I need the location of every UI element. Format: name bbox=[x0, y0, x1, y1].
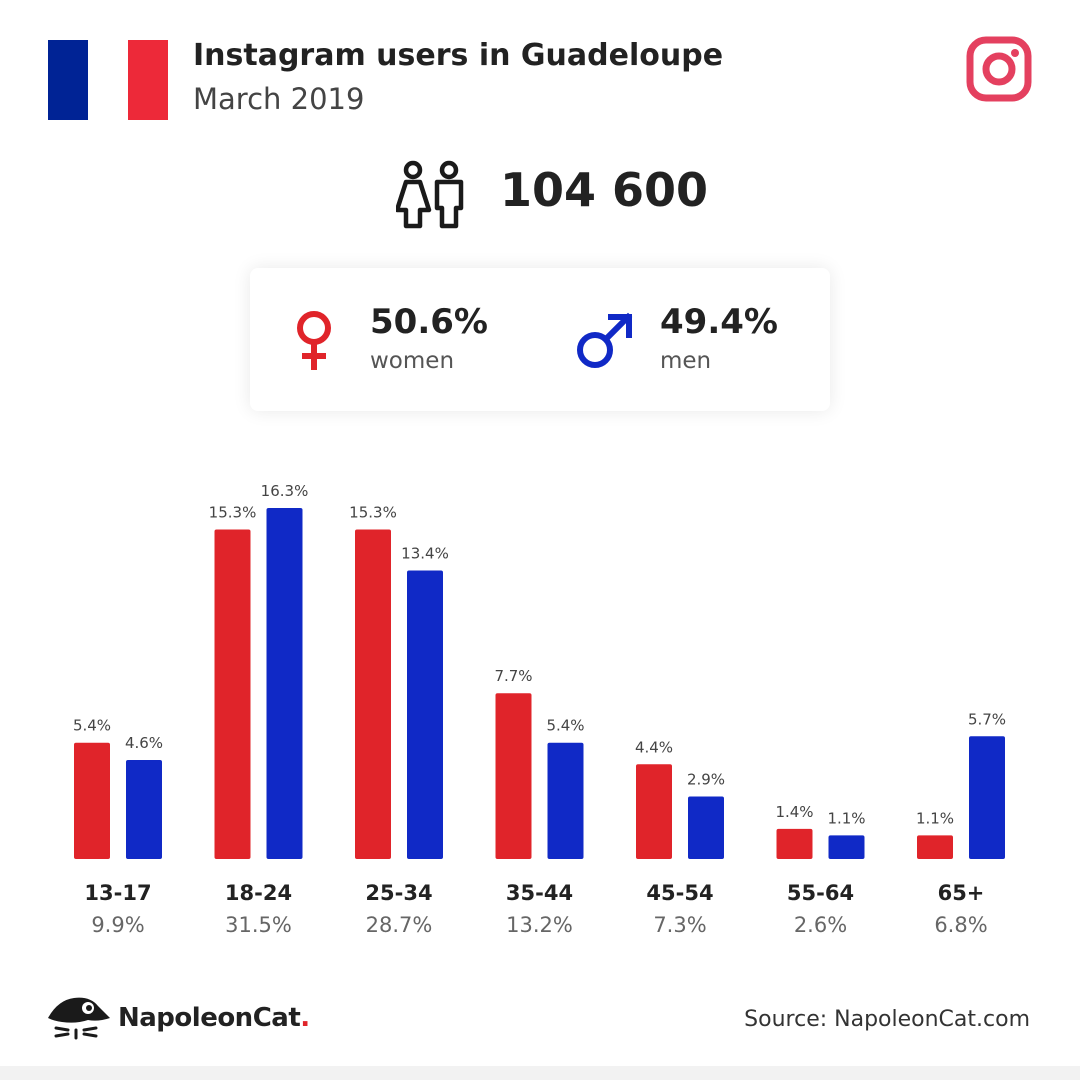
bar-value-label: 4.6% bbox=[125, 734, 163, 752]
category-total-label: 6.8% bbox=[934, 913, 987, 937]
bar-45-54-s1 bbox=[688, 796, 724, 859]
bar-65+-s0 bbox=[917, 835, 953, 859]
instagram-icon bbox=[966, 36, 1032, 102]
category-label: 35-44 bbox=[506, 881, 573, 905]
category-label: 18-24 bbox=[225, 881, 292, 905]
bar-55-64-s1 bbox=[828, 835, 865, 859]
bar-25-34-s0 bbox=[355, 529, 391, 859]
category-total-label: 28.7% bbox=[366, 913, 433, 937]
men-percentage: 49.4% bbox=[660, 302, 778, 342]
page-subtitle: March 2019 bbox=[193, 82, 365, 116]
page-title: Instagram users in Guadeloupe bbox=[193, 38, 724, 73]
bar-value-label: 7.7% bbox=[494, 667, 532, 685]
bar-55-64-s0 bbox=[776, 828, 813, 859]
bar-value-label: 15.3% bbox=[209, 504, 257, 522]
category-label: 13-17 bbox=[84, 881, 151, 905]
category-total-label: 2.6% bbox=[794, 913, 847, 937]
female-icon bbox=[297, 311, 331, 370]
women-label: women bbox=[370, 348, 455, 374]
bar-18-24-s1 bbox=[266, 508, 303, 859]
source-credit: Source: NapoleonCat.com bbox=[744, 1007, 1030, 1032]
bar-value-label: 5.4% bbox=[73, 717, 111, 735]
category-total-label: 31.5% bbox=[225, 913, 292, 937]
bar-value-label: 1.1% bbox=[916, 809, 954, 827]
bar-value-label: 5.7% bbox=[968, 710, 1006, 728]
brand-name: NapoleonCat. bbox=[118, 1003, 310, 1033]
category-label: 45-54 bbox=[646, 881, 713, 905]
france-flag-icon bbox=[48, 40, 168, 120]
women-percentage: 50.6% bbox=[370, 302, 488, 342]
age-gender-bar-chart: 5.4%4.6%13-179.9%15.3%16.3%18-2431.5%15.… bbox=[73, 482, 1006, 937]
category-total-label: 13.2% bbox=[506, 913, 573, 937]
men-label: men bbox=[660, 348, 712, 374]
gender-card bbox=[250, 268, 830, 411]
bar-value-label: 4.4% bbox=[635, 738, 673, 756]
bar-value-label: 5.4% bbox=[546, 717, 584, 735]
category-total-label: 9.9% bbox=[91, 913, 144, 937]
bar-25-34-s1 bbox=[407, 570, 443, 859]
bar-value-label: 1.4% bbox=[775, 803, 813, 821]
bar-13-17-s0 bbox=[74, 742, 110, 859]
bar-value-label: 16.3% bbox=[261, 482, 309, 500]
bar-65+-s1 bbox=[969, 736, 1005, 859]
bar-35-44-s0 bbox=[495, 693, 532, 859]
bottom-strip bbox=[0, 1066, 1080, 1080]
bar-value-label: 15.3% bbox=[349, 504, 397, 522]
bar-value-label: 13.4% bbox=[401, 544, 449, 562]
male-icon bbox=[577, 312, 633, 368]
bar-18-24-s0 bbox=[214, 529, 251, 859]
bar-45-54-s0 bbox=[636, 764, 672, 859]
bar-35-44-s1 bbox=[547, 742, 584, 859]
category-label: 25-34 bbox=[365, 881, 432, 905]
category-label: 65+ bbox=[938, 881, 985, 905]
category-total-label: 7.3% bbox=[653, 913, 706, 937]
bar-value-label: 1.1% bbox=[827, 809, 865, 827]
napoleoncat-logo-icon bbox=[48, 997, 110, 1040]
category-label: 55-64 bbox=[787, 881, 854, 905]
bar-value-label: 2.9% bbox=[687, 771, 725, 789]
bar-13-17-s1 bbox=[126, 759, 162, 859]
total-users: 104 600 bbox=[500, 163, 709, 217]
people-icon bbox=[396, 160, 464, 229]
